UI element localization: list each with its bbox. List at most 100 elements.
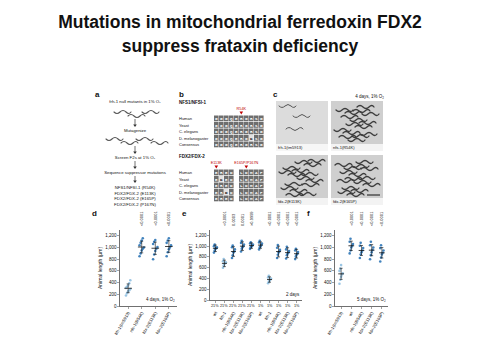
svg-text:L: L — [240, 190, 243, 195]
svg-text:21%: 21% — [247, 304, 255, 308]
svg-text:L: L — [240, 183, 243, 188]
svg-text:Animal length (µm): Animal length (µm) — [187, 244, 193, 286]
svg-text:D: D — [230, 190, 233, 195]
svg-text:FDX2/FDX-2 (E165P): FDX2/FDX-2 (E165P) — [114, 196, 156, 201]
svg-text:G: G — [220, 142, 223, 147]
svg-text:800: 800 — [109, 257, 117, 262]
svg-text:21%: 21% — [211, 304, 219, 308]
svg-text:nfs-1(R54K): nfs-1(R54K) — [129, 310, 145, 333]
svg-text:E: E — [235, 142, 238, 147]
svg-text:b: b — [179, 90, 184, 99]
svg-text:E: E — [225, 196, 228, 201]
svg-text:frh-1: frh-1 — [264, 310, 273, 321]
svg-text:G: G — [245, 129, 248, 134]
svg-text:1%: 1% — [258, 304, 264, 308]
svg-text:S: S — [255, 123, 258, 128]
svg-text:D. melanogaster: D. melanogaster — [179, 136, 209, 141]
svg-text:Animal length (µm): Animal length (µm) — [312, 247, 318, 289]
svg-text:G: G — [215, 116, 218, 121]
svg-text:fdx-2(E113K): fdx-2(E113K) — [228, 310, 245, 335]
svg-text:200: 200 — [324, 292, 332, 297]
svg-text:400: 400 — [324, 280, 332, 285]
svg-text:D. melanogaster: D. melanogaster — [179, 190, 209, 195]
svg-text:Q: Q — [230, 142, 233, 147]
svg-text:G: G — [260, 129, 263, 134]
svg-text:fdx-2(E113K): fdx-2(E113K) — [273, 310, 290, 335]
svg-text:200: 200 — [109, 292, 117, 297]
svg-text:E: E — [235, 116, 238, 121]
svg-text:5 days, 1% O₂: 5 days, 1% O₂ — [357, 297, 386, 302]
svg-text:R: R — [250, 116, 253, 121]
svg-text:1,200: 1,200 — [195, 233, 207, 238]
svg-text:D: D — [230, 183, 233, 188]
svg-text:G: G — [225, 123, 228, 128]
svg-text:<0.0001: <0.0001 — [294, 211, 299, 226]
svg-text:S: S — [255, 116, 258, 121]
svg-text:R: R — [250, 123, 253, 128]
svg-text:>0.9999: >0.9999 — [249, 211, 254, 226]
svg-text:FDX2/FDX-2 (P167N): FDX2/FDX-2 (P167N) — [114, 202, 156, 207]
svg-text:1%: 1% — [285, 304, 291, 308]
svg-text:S: S — [255, 136, 258, 141]
svg-text:R54K: R54K — [237, 107, 247, 111]
svg-text:D: D — [225, 190, 228, 195]
svg-text:frh-1 null mutants in 1% O₂: frh-1 null mutants in 1% O₂ — [109, 99, 161, 104]
svg-text:Animal length (µm): Animal length (µm) — [97, 247, 103, 289]
svg-text:G: G — [225, 142, 228, 147]
svg-text:R: R — [220, 170, 223, 175]
svg-text:NFS1/NFSI-1: NFS1/NFSI-1 — [179, 100, 207, 105]
svg-text:frh-1(tm5913): frh-1(tm5913) — [327, 310, 345, 336]
svg-text:M: M — [250, 170, 253, 175]
svg-text:P: P — [260, 190, 263, 195]
svg-text:1,000: 1,000 — [105, 245, 117, 250]
svg-text:E: E — [225, 170, 228, 175]
svg-text:Sequence suppressor mutations: Sequence suppressor mutations — [104, 170, 166, 175]
svg-text:D: D — [245, 183, 248, 188]
svg-text:E: E — [225, 177, 228, 182]
svg-text:A: A — [255, 196, 258, 201]
svg-text:R: R — [220, 183, 223, 188]
svg-text:Human: Human — [179, 170, 192, 175]
svg-text:<0.0001: <0.0001 — [379, 211, 384, 226]
svg-text:<0.0001: <0.0001 — [359, 211, 364, 226]
svg-text:nfs-1(R54K): nfs-1(R54K) — [348, 310, 364, 333]
svg-text:E113K: E113K — [211, 161, 223, 165]
svg-text:<0.0001: <0.0001 — [285, 211, 290, 226]
svg-text:R: R — [220, 196, 223, 201]
svg-text:D: D — [245, 190, 248, 195]
svg-text:S: S — [255, 142, 258, 147]
svg-text:P: P — [260, 183, 263, 188]
svg-text:D: D — [230, 196, 233, 201]
svg-text:Yeast: Yeast — [179, 177, 190, 182]
svg-text:M: M — [250, 177, 253, 182]
svg-text:G: G — [260, 116, 263, 121]
svg-text:frh-1: frh-1 — [218, 310, 227, 321]
svg-text:fdx-2(E113K): fdx-2(E113K) — [358, 310, 375, 335]
svg-text:G: G — [225, 129, 228, 134]
svg-text:G: G — [225, 116, 228, 121]
svg-text:R: R — [250, 142, 253, 147]
svg-text:L: L — [240, 170, 243, 175]
svg-text:0.0001: 0.0001 — [240, 213, 245, 226]
svg-text:K: K — [250, 136, 253, 141]
svg-text:Screen F2s at 1% O₂: Screen F2s at 1% O₂ — [115, 155, 156, 160]
svg-text:1%: 1% — [267, 304, 273, 308]
svg-text:c: c — [273, 90, 278, 99]
svg-text:A: A — [255, 183, 258, 188]
svg-text:21%: 21% — [220, 304, 228, 308]
svg-text:Consensus: Consensus — [179, 142, 199, 147]
svg-text:G: G — [215, 129, 218, 134]
svg-text:0: 0 — [204, 298, 207, 303]
svg-text:G: G — [260, 136, 263, 141]
svg-text:Yeast: Yeast — [179, 123, 190, 128]
svg-text:L: L — [240, 196, 243, 201]
svg-text:P: P — [260, 177, 263, 182]
svg-text:fdx-2(E165P): fdx-2(E165P) — [155, 310, 172, 335]
svg-text:4 days, 1% O₂: 4 days, 1% O₂ — [355, 94, 384, 99]
svg-text:Consensus: Consensus — [179, 196, 199, 201]
svg-text:K: K — [220, 177, 223, 182]
svg-text:G: G — [215, 136, 218, 141]
svg-text:L: L — [240, 177, 243, 182]
svg-text:C. elegans: C. elegans — [179, 129, 198, 134]
svg-text:Human: Human — [179, 116, 192, 121]
